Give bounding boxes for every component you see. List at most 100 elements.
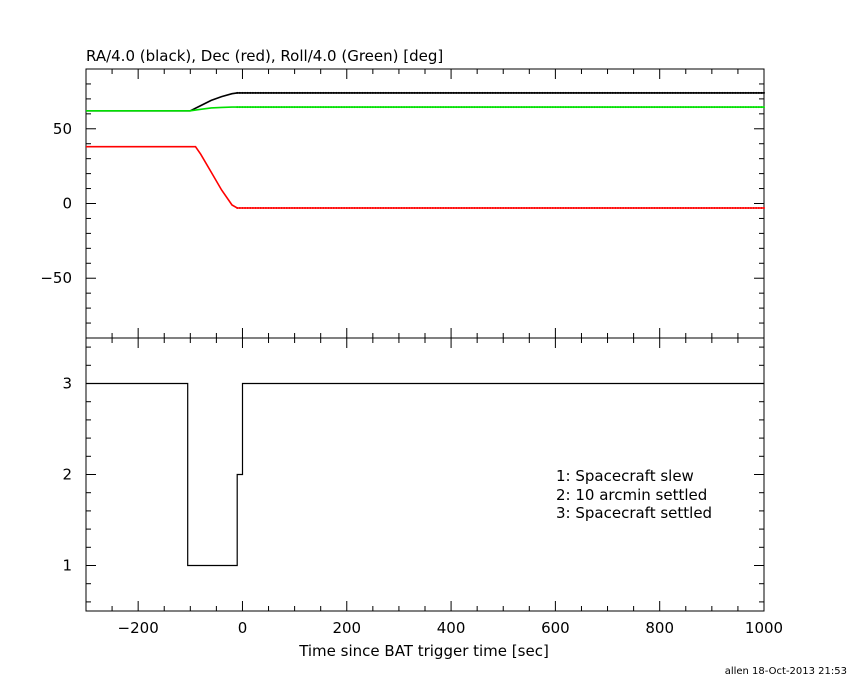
top-series-point-0 — [559, 91, 562, 94]
top-series-point-2 — [590, 206, 593, 209]
top-series-point-1 — [309, 106, 312, 109]
top-series-point-2 — [444, 206, 447, 209]
top-series-point-0 — [489, 91, 492, 94]
top-series-point-0 — [515, 91, 518, 94]
top-series-point-2 — [293, 206, 296, 209]
top-series-point-1 — [663, 106, 666, 109]
top-series-point-2 — [309, 206, 312, 209]
top-series-point-2 — [648, 206, 651, 209]
top-series-point-2 — [546, 206, 549, 209]
top-series-point-1 — [358, 106, 361, 109]
top-series-point-2 — [429, 206, 432, 209]
top-series-point-0 — [361, 91, 364, 94]
top-series-point-1 — [301, 106, 304, 109]
top-series-point-1 — [486, 106, 489, 109]
top-series-point-0 — [283, 91, 286, 94]
top-series-point-2 — [405, 206, 408, 209]
top-series-point-1 — [731, 106, 734, 109]
top-series-point-1 — [410, 106, 413, 109]
top-series-point-1 — [241, 106, 244, 109]
top-series-point-0 — [687, 91, 690, 94]
top-series-point-1 — [291, 106, 294, 109]
top-series-point-1 — [379, 106, 382, 109]
top-series-point-2 — [703, 206, 706, 209]
top-series-point-0 — [358, 91, 361, 94]
top-series-point-1 — [343, 106, 346, 109]
top-series-point-2 — [434, 206, 437, 209]
top-series-point-2 — [502, 206, 505, 209]
top-series-point-2 — [614, 206, 617, 209]
bottom-panel: 1 2 3 −200 0 200 400 600 800 1000 — [62, 337, 783, 637]
top-series-point-1 — [635, 106, 638, 109]
top-series-point-1 — [418, 106, 421, 109]
top-series-point-1 — [611, 106, 614, 109]
top-series-point-1 — [311, 106, 314, 109]
top-series-point-1 — [332, 106, 335, 109]
top-series-point-0 — [583, 91, 586, 94]
top-series-point-2 — [277, 206, 280, 209]
top-series-point-0 — [439, 91, 442, 94]
top-series-point-0 — [426, 91, 429, 94]
top-series-point-0 — [327, 91, 330, 94]
top-series-point-2 — [713, 206, 716, 209]
top-series-point-1 — [429, 106, 432, 109]
top-series-point-2 — [744, 206, 747, 209]
top-series-point-2 — [710, 206, 713, 209]
top-series-point-1 — [520, 106, 523, 109]
top-series-point-0 — [306, 91, 309, 94]
top-series-point-1 — [439, 106, 442, 109]
top-series-point-0 — [580, 91, 583, 94]
top-series-point-1 — [601, 106, 604, 109]
top-series-point-2 — [392, 206, 395, 209]
top-series-point-1 — [283, 106, 286, 109]
top-series-point-1 — [424, 106, 426, 109]
top-series-point-0 — [335, 91, 338, 94]
top-series-point-0 — [619, 91, 622, 94]
top-series-point-1 — [551, 106, 554, 109]
top-series-point-0 — [343, 91, 346, 94]
top-series-point-1 — [583, 106, 586, 109]
top-series-point-0 — [494, 91, 497, 94]
top-series-point-1 — [259, 106, 262, 109]
top-series-point-1 — [760, 106, 763, 109]
top-series-point-1 — [588, 106, 591, 109]
top-series-point-0 — [562, 91, 565, 94]
top-series-point-0 — [382, 91, 385, 94]
x-tick-label: −200 — [118, 619, 159, 637]
top-series-point-0 — [713, 91, 716, 94]
top-series-point-0 — [736, 91, 739, 94]
top-series-point-2 — [382, 206, 385, 209]
top-series-point-2 — [366, 206, 369, 209]
top-series-point-0 — [264, 91, 267, 94]
top-series-point-2 — [682, 206, 685, 209]
top-series-point-2 — [304, 206, 307, 209]
top-series-point-0 — [390, 91, 393, 94]
top-series-point-1 — [752, 106, 755, 109]
top-series-point-1 — [345, 106, 348, 109]
top-series-point-0 — [499, 91, 502, 94]
top-series-point-2 — [533, 206, 536, 209]
top-series-point-2 — [645, 206, 648, 209]
top-series-point-1 — [653, 106, 656, 109]
top-series-point-2 — [723, 206, 726, 209]
top-series-point-2 — [455, 206, 458, 209]
top-series-point-1 — [536, 106, 539, 109]
top-series-point-0 — [528, 91, 531, 94]
top-series-point-1 — [708, 106, 711, 109]
top-series-point-0 — [330, 91, 333, 94]
top-series-point-1 — [747, 106, 750, 109]
top-series-point-2 — [554, 206, 557, 209]
top-series-point-1 — [408, 106, 411, 109]
x-tick-label: 1000 — [745, 619, 783, 637]
top-series-point-0 — [541, 91, 544, 94]
top-series-point-0 — [460, 91, 463, 94]
top-series-point-0 — [324, 91, 327, 94]
top-series-point-2 — [450, 206, 453, 209]
top-series-point-1 — [603, 106, 606, 109]
top-series-point-1 — [390, 106, 393, 109]
top-series-point-1 — [705, 106, 708, 109]
top-series-point-2 — [580, 206, 583, 209]
top-series-point-0 — [708, 91, 711, 94]
